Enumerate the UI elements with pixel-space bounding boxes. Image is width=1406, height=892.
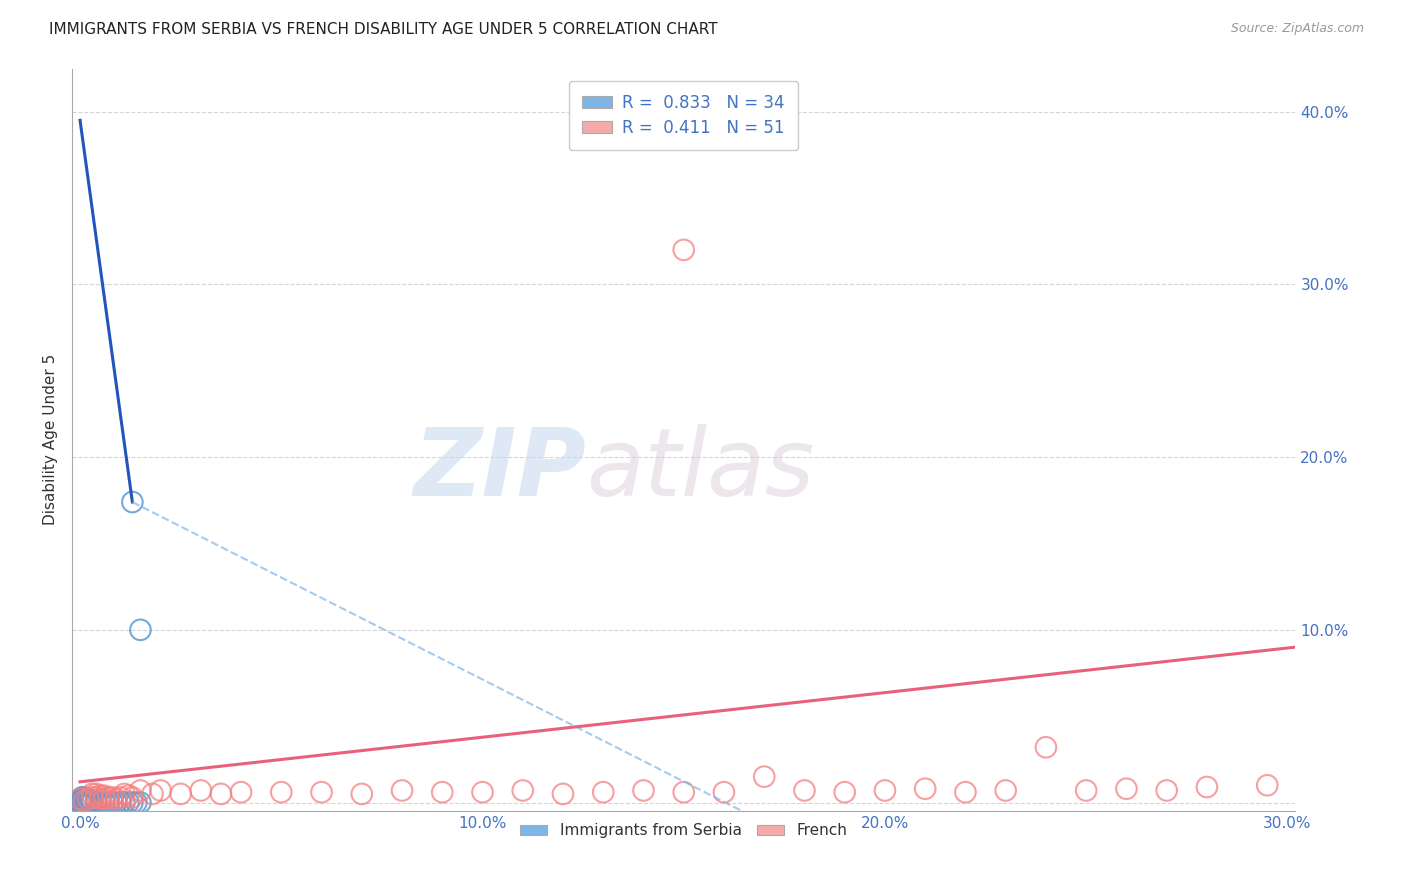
Point [1035, 740, 1057, 755]
Point [141, 787, 163, 801]
Point [73, 792, 96, 806]
Point [82, 787, 104, 801]
Point [84, 796, 107, 810]
Text: IMMIGRANTS FROM SERBIA VS FRENCH DISABILITY AGE UNDER 5 CORRELATION CHART: IMMIGRANTS FROM SERBIA VS FRENCH DISABIL… [49, 22, 718, 37]
Legend: Immigrants from Serbia, French: Immigrants from Serbia, French [513, 817, 853, 845]
Point [77, 792, 100, 806]
Point [471, 785, 494, 799]
Point [125, 796, 148, 810]
Point [93, 796, 115, 810]
Point [105, 796, 128, 810]
Point [82, 790, 104, 805]
Point [169, 787, 191, 801]
Point [77, 796, 100, 810]
Point [129, 796, 152, 810]
Point [82, 796, 104, 810]
Point [101, 790, 124, 805]
Point [70, 792, 93, 806]
Y-axis label: Disability Age Under 5: Disability Age Under 5 [44, 354, 58, 525]
Point [994, 783, 1017, 797]
Point [110, 796, 132, 810]
Point [105, 792, 128, 806]
Point [89, 789, 111, 803]
Point [311, 785, 333, 799]
Point [82, 794, 104, 808]
Point [672, 243, 695, 257]
Point [1156, 783, 1178, 797]
Point [1195, 780, 1218, 794]
Point [117, 789, 139, 803]
Point [121, 495, 143, 509]
Point [110, 790, 132, 805]
Point [84, 790, 107, 805]
Point [84, 794, 107, 808]
Point [112, 796, 135, 810]
Point [93, 789, 115, 803]
Point [97, 796, 120, 810]
Point [101, 796, 124, 810]
Point [97, 790, 120, 805]
Point [914, 781, 936, 796]
Point [84, 787, 107, 801]
Point [69, 796, 91, 810]
Point [713, 785, 735, 799]
Point [592, 785, 614, 799]
Point [73, 796, 96, 810]
Point [73, 790, 96, 805]
Point [69, 792, 91, 806]
Point [129, 623, 152, 637]
Point [350, 787, 373, 801]
Point [79, 796, 101, 810]
Point [70, 794, 93, 808]
Point [754, 770, 776, 784]
Point [1256, 778, 1278, 792]
Point [75, 796, 97, 810]
Point [75, 794, 97, 808]
Point [112, 787, 135, 801]
Point [955, 785, 977, 799]
Point [633, 783, 655, 797]
Point [432, 785, 454, 799]
Point [1076, 783, 1098, 797]
Text: atlas: atlas [586, 424, 814, 515]
Point [77, 794, 100, 808]
Point [551, 787, 574, 801]
Point [69, 794, 91, 808]
Point [79, 794, 101, 808]
Point [117, 796, 139, 810]
Point [121, 790, 143, 805]
Point [73, 794, 96, 808]
Point [73, 794, 96, 808]
Point [209, 787, 232, 801]
Point [834, 785, 856, 799]
Point [121, 796, 143, 810]
Point [70, 796, 93, 810]
Point [190, 783, 212, 797]
Point [149, 783, 172, 797]
Point [512, 783, 534, 797]
Point [391, 783, 413, 797]
Point [89, 792, 111, 806]
Point [89, 796, 111, 810]
Point [1115, 781, 1137, 796]
Text: Source: ZipAtlas.com: Source: ZipAtlas.com [1230, 22, 1364, 36]
Point [229, 785, 252, 799]
Point [77, 792, 100, 806]
Point [129, 783, 152, 797]
Point [873, 783, 896, 797]
Point [672, 785, 695, 799]
Point [70, 790, 93, 805]
Point [793, 783, 815, 797]
Point [270, 785, 292, 799]
Point [93, 792, 115, 806]
Text: ZIP: ZIP [413, 424, 586, 516]
